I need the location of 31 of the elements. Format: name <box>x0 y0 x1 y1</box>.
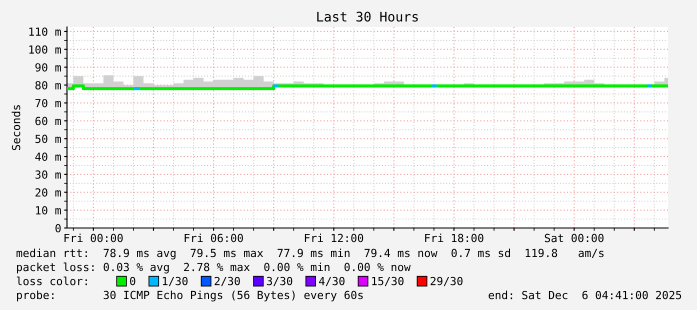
y-tick-label: 0 <box>55 224 61 232</box>
legend-label: 0 <box>130 276 136 286</box>
y-tick-label: 30 m <box>35 170 61 179</box>
x-tick-label: Sat 00:00 <box>544 234 604 242</box>
y-tick-label: 90 m <box>35 63 61 72</box>
legend-label: 4/30 <box>319 276 345 286</box>
y-tick-label: 40 m <box>35 152 61 161</box>
legend-label: 1/30 <box>162 276 188 286</box>
chart-title: Last 30 Hours <box>317 12 418 22</box>
text: median rtt: 78.9 ms avg 79.5 ms max 77.9 ms min 79.4 ms now 0.7 ms sd 119.8 am/s <box>16 248 604 260</box>
y-axis-title: Seconds <box>12 105 20 150</box>
y-tick-label: 50 m <box>35 134 61 144</box>
x-tick-label: Fri 12:00 <box>304 234 364 242</box>
x-tick-label: Fri 18:00 <box>425 234 484 242</box>
y-tick-label: 110 m <box>29 27 61 36</box>
text: loss color: <box>16 276 87 286</box>
y-tick-label: 70 m <box>35 98 61 108</box>
legend-label: 3/30 <box>266 276 292 286</box>
legend-label: 2/30 <box>214 276 240 286</box>
text: probe: 30 ICMP Echo Pings (56 Bytes) every 60s <box>17 290 363 302</box>
y-tick-label: 80 m <box>35 81 61 90</box>
x-tick-label: Fri 00:00 <box>64 234 123 242</box>
x-tick-label: Fri 06:00 <box>184 234 243 242</box>
text: end: Sat Dec 6 04:41:00 2025 <box>488 290 682 300</box>
legend-label: 29/30 <box>430 276 463 286</box>
y-tick-label: 100 m <box>29 45 61 54</box>
y-tick-label: 20 m <box>36 188 61 197</box>
legend-label: 15/30 <box>372 276 404 286</box>
y-tick-label: 60 m <box>35 116 61 126</box>
text: packet loss: 0.03 % avg 2.78 % max 0.00 % min 0.00 % now <box>17 262 411 274</box>
y-tick-label: 10 m <box>36 206 61 215</box>
